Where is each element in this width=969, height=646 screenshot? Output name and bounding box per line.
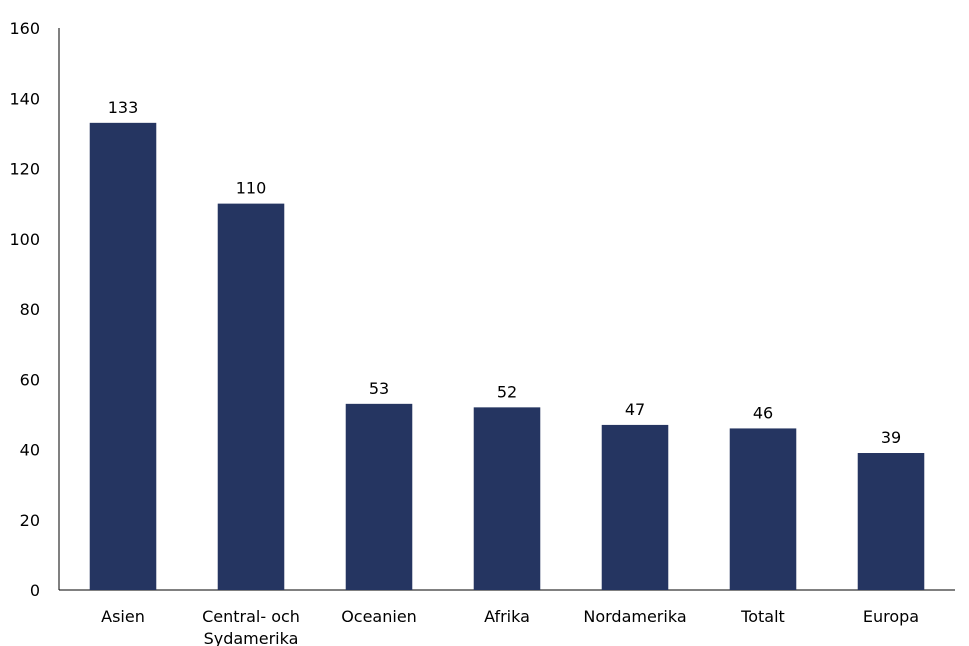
bar [857,453,925,590]
data-label: 52 [497,382,517,401]
y-tick-label: 80 [20,300,40,319]
x-tick-label: Afrika [484,607,530,626]
x-tick-label: Totalt [740,607,785,626]
y-tick-label: 120 [9,160,40,179]
data-label: 46 [753,403,773,422]
bar [601,424,669,590]
x-tick-label: Europa [863,607,919,626]
data-label: 110 [236,179,267,198]
x-axis: Asien Central- och Sydamerika Oceanien Afrik… [59,589,955,646]
data-labels-group: 133 110 53 52 47 46 39 [108,98,901,447]
x-tick-label: Oceanien [341,607,417,626]
y-tick-label: 100 [9,230,40,249]
data-label: 133 [108,98,139,117]
bar [89,122,157,591]
bar [729,428,797,590]
bars-group [89,122,925,591]
bar [345,403,413,590]
y-tick-label: 0 [30,581,40,600]
data-label: 53 [369,379,389,398]
y-tick-label: 40 [20,441,40,460]
y-axis: 0 20 40 60 80 100 120 140 160 [9,19,60,600]
data-label: 47 [625,400,645,419]
x-tick-label: Asien [101,607,145,626]
y-tick-label: 20 [20,511,40,530]
bar [473,407,541,590]
data-label: 39 [881,428,901,447]
y-tick-label: 60 [20,370,40,389]
y-tick-label: 140 [9,89,40,108]
y-tick-label: 160 [9,19,40,38]
x-tick-label: Nordamerika [583,607,686,626]
x-tick-label: Central- och Sydamerika [202,607,300,646]
bar [217,203,285,590]
